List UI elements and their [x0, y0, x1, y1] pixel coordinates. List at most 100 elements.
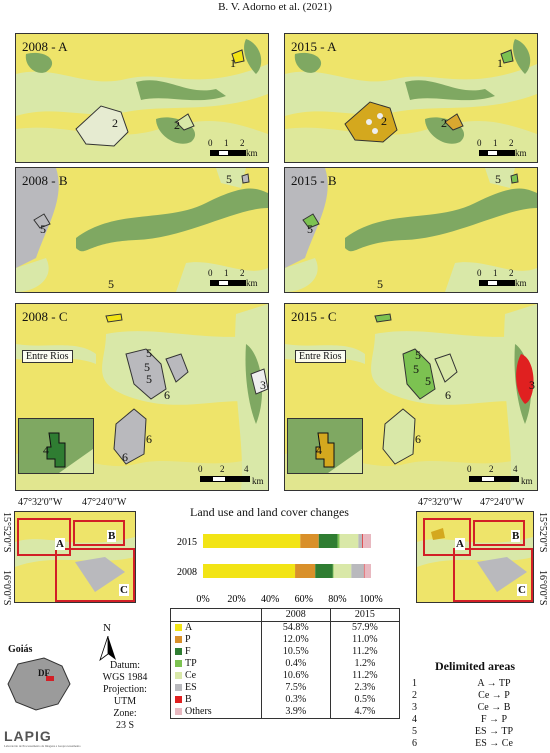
area-label: 5 [40, 222, 46, 236]
area-label: 2 [441, 116, 447, 130]
area-label: 5 [495, 172, 501, 186]
class-label: Ce [185, 670, 197, 681]
region-label: C [517, 584, 527, 596]
class-label: Others [185, 706, 212, 717]
table-header: 2015 [354, 609, 375, 620]
map-background [16, 304, 268, 490]
delimited-title: Delimited areas [434, 659, 516, 673]
area-label: 5 [377, 277, 383, 291]
table-header: 2008 [261, 608, 331, 622]
legend-swatch [175, 660, 182, 668]
area-label: 1 [497, 56, 503, 70]
area-label: 6 [415, 432, 421, 446]
x-tick-label: 40% [261, 594, 279, 605]
value-2008: 3.9% [261, 706, 331, 719]
area-label: 1 [230, 56, 236, 70]
region-label: A [55, 538, 65, 550]
delimited-row: 2 Ce → P [412, 690, 510, 701]
table-row: Others 3.9% 4.7% [170, 706, 400, 719]
category-label: 2008 [177, 567, 197, 578]
area-label: 5 [307, 222, 313, 236]
panel-title: 2008 - B [22, 173, 68, 188]
class-label: A [185, 622, 193, 633]
area-label: 2 [112, 116, 118, 130]
coord-label: 15°52'0"S [1, 512, 12, 553]
area-label: 6 [146, 432, 152, 446]
coord-label: 16°0'0"S [537, 570, 548, 606]
df-label: DF [38, 668, 50, 678]
value-2015: 0.5% [354, 694, 376, 705]
legend-swatch [175, 636, 182, 644]
locator-map-right: A B C [416, 511, 534, 603]
area-label: 5 [146, 346, 152, 360]
bar-segment-others [363, 534, 371, 548]
bar-segment-es [351, 564, 364, 578]
value-2008: 12.0% [261, 634, 331, 646]
class-label: F [185, 646, 191, 657]
map-panel-2008-b: 2008 - B 5 5 5 0 1 2 km [15, 167, 269, 293]
lapig-logo: LAPIG Laboratório de Processamento de Im… [4, 728, 81, 748]
value-2015: 4.7% [354, 706, 376, 717]
chart-title: Land use and land cover changes [190, 505, 349, 519]
land-cover-table: 2008 2015 A 54.8% 57.9% P 12.0% 11.0% F 10.5% 11… [170, 608, 400, 719]
bar-segment-b [363, 564, 365, 578]
category-label: 2015 [177, 537, 197, 548]
north-label: N [103, 622, 111, 634]
scale-bar: 0 2 4 km [198, 464, 264, 486]
map-panel-2015-c: 2015 - C Entre Rios 5 5 5 6 6 3 4 0 2 4 … [284, 303, 538, 491]
x-tick-label: 60% [295, 594, 313, 605]
bar-segment-f [318, 534, 338, 548]
area-label: 5 [146, 372, 152, 386]
area-label: 6 [445, 388, 451, 402]
coord-label: 47°32'0"W [18, 497, 63, 508]
coord-label: 47°24'0"W [82, 497, 127, 508]
x-tick-label: 20% [227, 594, 245, 605]
area-label: 3 [260, 378, 266, 392]
bar-segment-others [364, 564, 371, 578]
area-label: 5 [144, 360, 150, 374]
area-label: 2 [381, 114, 387, 128]
area-label: 4 [316, 443, 322, 457]
area-label: 5 [413, 362, 419, 376]
table-row: B 0.3% 0.5% [170, 694, 400, 706]
panel-title: 2008 - C [22, 309, 68, 324]
class-label: P [185, 634, 191, 645]
page-header: B. V. Adorno et al. (2021) [218, 1, 332, 13]
delimited-row: 5 ES → TP [412, 726, 514, 737]
x-tick-label: 100% [359, 594, 382, 605]
value-2015: 2.3% [354, 682, 376, 693]
area-label: 4 [43, 443, 49, 457]
value-2008: 10.6% [261, 670, 331, 682]
legend-swatch [175, 696, 182, 704]
table-row: F 10.5% 11.2% [170, 646, 400, 658]
x-tick-label: 0% [196, 594, 209, 605]
panel-title: 2015 - A [291, 39, 337, 54]
value-2008: 0.4% [261, 658, 331, 670]
region-label: C [119, 584, 129, 596]
table-row: P 12.0% 11.0% [170, 634, 400, 646]
region-label: B [511, 530, 521, 542]
table-row: Ce 10.6% 11.2% [170, 670, 400, 682]
bar-segment-ce [333, 564, 352, 578]
stacked-bar-chart: 2015 2008 0% 20% 40% 60% 80% 100% [177, 534, 383, 605]
area-label: 5 [108, 277, 114, 291]
table-row: A 54.8% 57.9% [170, 621, 400, 634]
value-2008: 7.5% [261, 682, 331, 694]
area-label: 6 [122, 450, 128, 464]
map-background [16, 168, 268, 292]
bar-segment-tp [337, 534, 340, 548]
value-2008: 0.3% [261, 694, 331, 706]
value-2008: 10.5% [261, 646, 331, 658]
table-row: ES 7.5% 2.3% [170, 682, 400, 694]
area-label: 5 [226, 172, 232, 186]
map-background [16, 39, 268, 162]
bar-segment-b [362, 534, 364, 548]
value-2015: 11.0% [352, 634, 378, 645]
bar-segment-f [315, 564, 333, 578]
bar-segment-p [300, 534, 319, 548]
legend-swatch [175, 648, 182, 656]
class-label: B [185, 694, 192, 705]
